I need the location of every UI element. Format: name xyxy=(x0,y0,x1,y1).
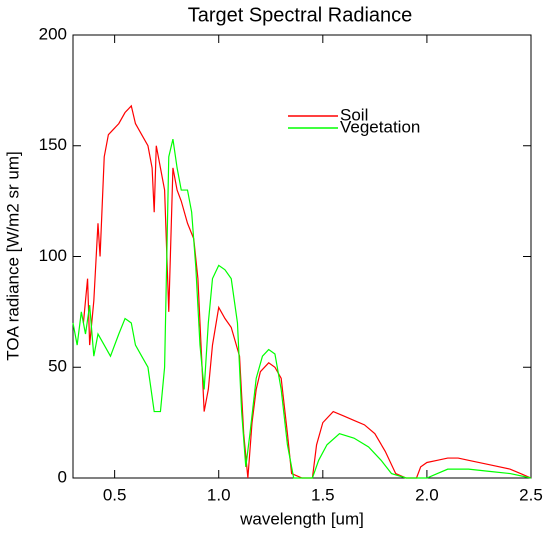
legend-label: Vegetation xyxy=(340,117,420,136)
y-tick-label: 0 xyxy=(58,467,67,486)
y-tick-label: 200 xyxy=(39,24,67,43)
x-tick-label: 2.5 xyxy=(519,485,543,504)
x-axis-label: wavelength [um] xyxy=(239,509,364,528)
y-axis-label: TOA radiance [W/m2 sr um] xyxy=(3,151,22,360)
x-tick-label: 0.5 xyxy=(103,485,127,504)
x-tick-label: 1.5 xyxy=(311,485,335,504)
x-tick-label: 2.0 xyxy=(415,485,439,504)
series-line xyxy=(82,104,532,479)
y-tick-label: 50 xyxy=(48,357,67,376)
chart-title: Target Spectral Radiance xyxy=(188,4,413,26)
series-line xyxy=(72,138,532,479)
x-tick-label: 1.0 xyxy=(207,485,231,504)
plot-frame xyxy=(72,34,532,479)
legend-label: Soil xyxy=(340,105,368,124)
y-tick-label: 150 xyxy=(39,135,67,154)
y-tick-label: 100 xyxy=(39,246,67,265)
